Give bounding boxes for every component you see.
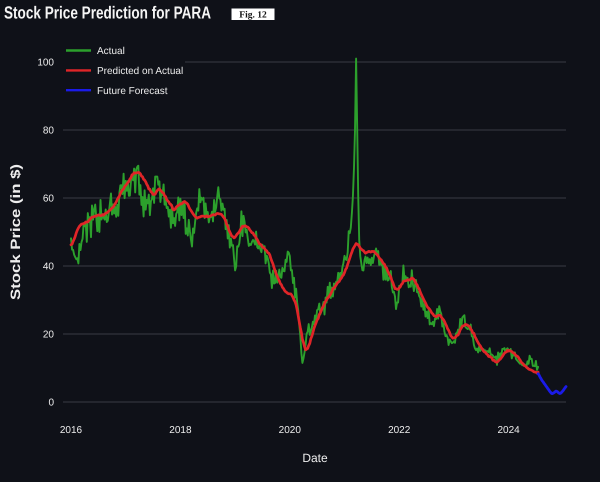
svg-text:60: 60 xyxy=(43,194,55,205)
svg-text:2016: 2016 xyxy=(60,425,83,436)
svg-text:Stock Price Prediction for PAR: Stock Price Prediction for PARA xyxy=(4,3,211,23)
svg-text:Future Forecast: Future Forecast xyxy=(97,86,168,97)
svg-text:20: 20 xyxy=(43,330,55,341)
svg-text:2018: 2018 xyxy=(169,425,192,436)
svg-text:Stock Price (in $): Stock Price (in $) xyxy=(8,164,23,300)
svg-text:Predicted on Actual: Predicted on Actual xyxy=(97,66,183,77)
svg-text:40: 40 xyxy=(43,262,55,273)
svg-text:Actual: Actual xyxy=(97,46,125,57)
svg-text:0: 0 xyxy=(48,398,54,409)
svg-text:2022: 2022 xyxy=(388,425,411,436)
svg-text:2024: 2024 xyxy=(497,425,520,436)
svg-text:Fig. 12: Fig. 12 xyxy=(239,11,267,21)
svg-text:100: 100 xyxy=(37,58,54,69)
svg-text:2020: 2020 xyxy=(279,425,302,436)
svg-text:Date: Date xyxy=(302,451,328,465)
svg-text:80: 80 xyxy=(43,126,55,137)
